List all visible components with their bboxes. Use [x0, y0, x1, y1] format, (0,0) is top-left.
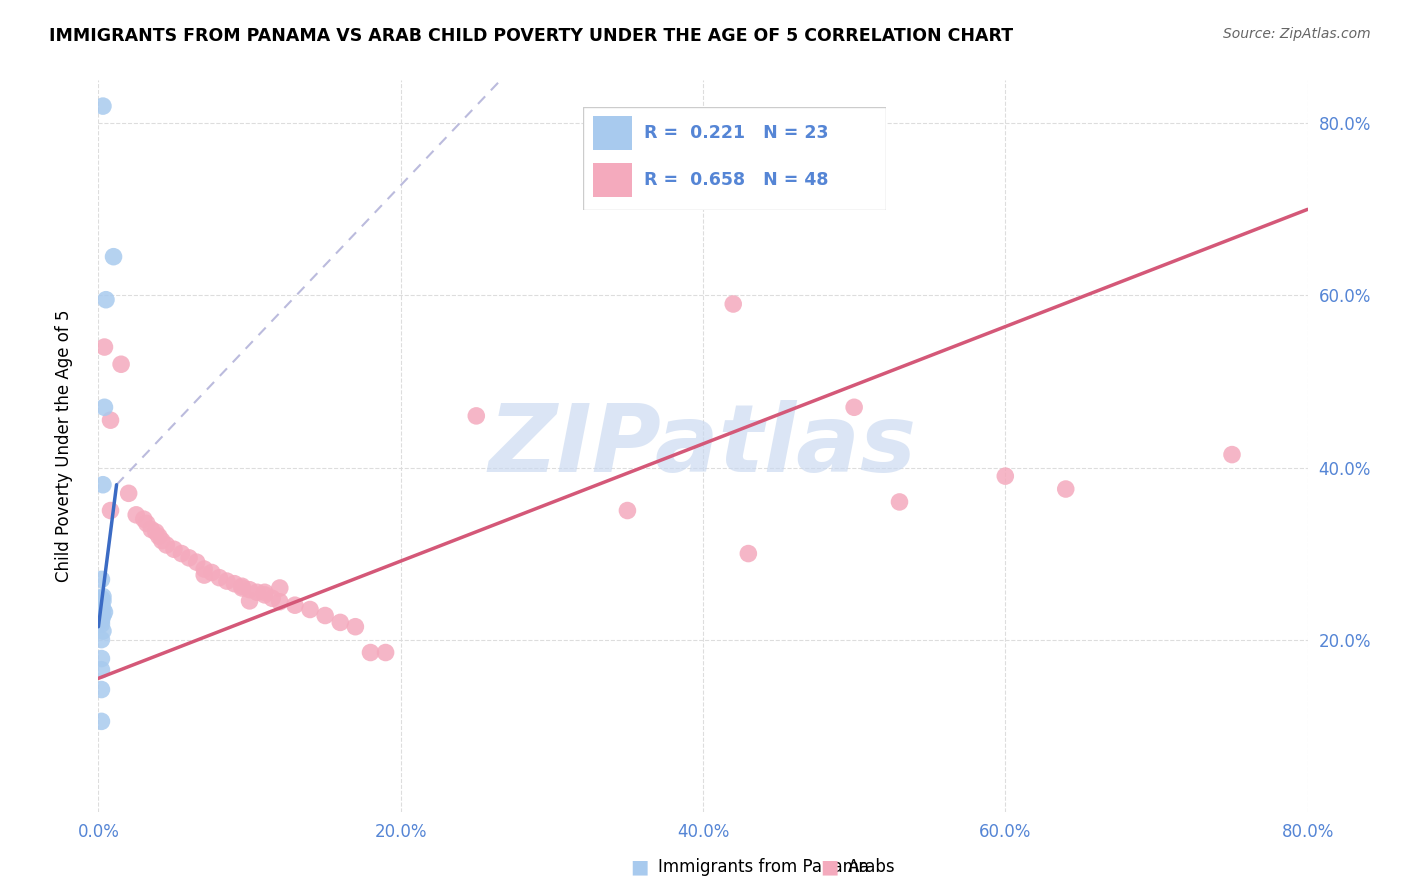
Point: [1054, 482, 1077, 496]
Point: [465, 409, 488, 423]
Point: [90, 682, 112, 697]
Text: Arabs: Arabs: [848, 858, 896, 876]
Point: [163, 542, 186, 557]
Point: [155, 538, 177, 552]
Point: [90, 598, 112, 612]
Point: [239, 582, 262, 597]
Point: [148, 529, 170, 543]
Point: [103, 250, 125, 264]
Point: [889, 495, 911, 509]
Point: [231, 581, 253, 595]
Point: [90, 632, 112, 647]
Point: [284, 598, 307, 612]
Point: [208, 571, 231, 585]
Point: [91, 590, 114, 604]
Point: [344, 620, 367, 634]
Point: [246, 585, 269, 599]
Point: [269, 581, 291, 595]
Point: [135, 516, 157, 531]
Text: R =  0.221   N = 23: R = 0.221 N = 23: [644, 124, 828, 142]
Point: [253, 585, 276, 599]
Point: [100, 503, 122, 517]
Point: [170, 547, 193, 561]
Text: ■: ■: [630, 857, 650, 877]
Point: [118, 486, 141, 500]
Point: [616, 503, 638, 517]
Point: [737, 547, 759, 561]
Point: [329, 615, 352, 630]
Text: R =  0.658   N = 48: R = 0.658 N = 48: [644, 171, 828, 189]
Point: [91, 99, 114, 113]
Point: [253, 588, 276, 602]
Point: [93, 401, 115, 415]
Point: [90, 651, 112, 665]
Point: [201, 566, 224, 580]
Point: [215, 574, 238, 588]
Point: [150, 533, 173, 548]
Point: [93, 605, 115, 619]
Bar: [592, 116, 631, 150]
Point: [90, 591, 112, 606]
Point: [91, 602, 114, 616]
Point: [262, 591, 284, 606]
Point: [723, 297, 745, 311]
Point: [90, 714, 112, 729]
Point: [224, 576, 246, 591]
Point: [100, 413, 122, 427]
Point: [193, 562, 215, 576]
Text: Source: ZipAtlas.com: Source: ZipAtlas.com: [1223, 27, 1371, 41]
Point: [90, 614, 112, 628]
Point: [91, 624, 114, 638]
Point: [90, 663, 112, 677]
Point: [110, 357, 132, 371]
Point: [91, 477, 114, 491]
Text: ■: ■: [820, 857, 839, 877]
Point: [1220, 448, 1243, 462]
Point: [269, 595, 291, 609]
Point: [994, 469, 1017, 483]
Point: [186, 555, 208, 569]
Point: [239, 594, 262, 608]
Y-axis label: Child Poverty Under the Age of 5: Child Poverty Under the Age of 5: [55, 310, 73, 582]
Point: [231, 579, 253, 593]
Point: [360, 646, 382, 660]
Point: [314, 608, 336, 623]
Point: [90, 617, 112, 632]
Point: [141, 523, 163, 537]
Text: Immigrants from Panama: Immigrants from Panama: [658, 858, 869, 876]
Point: [94, 293, 117, 307]
Point: [179, 550, 201, 565]
Point: [125, 508, 148, 522]
Point: [299, 602, 322, 616]
Point: [90, 573, 112, 587]
Point: [90, 599, 112, 614]
Point: [91, 594, 114, 608]
Point: [132, 512, 155, 526]
Point: [93, 340, 115, 354]
Point: [90, 611, 112, 625]
Point: [844, 401, 866, 415]
Point: [145, 524, 167, 539]
Point: [193, 568, 215, 582]
Text: IMMIGRANTS FROM PANAMA VS ARAB CHILD POVERTY UNDER THE AGE OF 5 CORRELATION CHAR: IMMIGRANTS FROM PANAMA VS ARAB CHILD POV…: [49, 27, 1014, 45]
Bar: [592, 163, 631, 197]
Point: [374, 646, 396, 660]
Text: ZIPatlas: ZIPatlas: [489, 400, 917, 492]
Point: [91, 608, 114, 623]
FancyBboxPatch shape: [583, 107, 886, 210]
